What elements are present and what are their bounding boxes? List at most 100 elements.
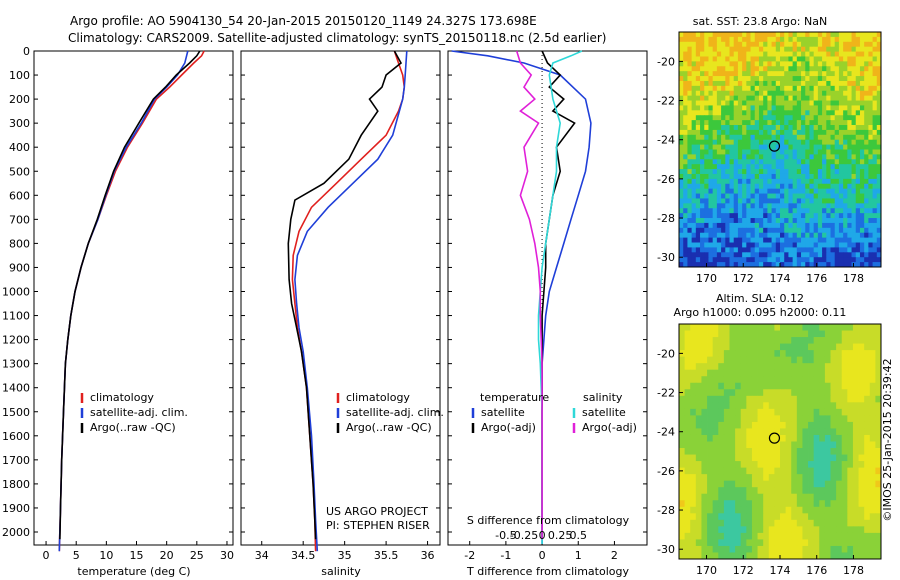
map-cell xyxy=(704,41,709,48)
map-cell xyxy=(796,218,802,224)
map-cell xyxy=(729,46,735,52)
map-cell xyxy=(826,154,831,160)
map-cell xyxy=(838,218,844,224)
map-cell xyxy=(817,232,823,239)
map-cell xyxy=(834,51,840,57)
map-cell xyxy=(683,208,688,214)
map-cell xyxy=(746,257,751,263)
map-cell xyxy=(684,474,691,482)
map-cell xyxy=(859,71,865,77)
map-cell xyxy=(771,203,777,209)
map-cell xyxy=(735,474,742,482)
map-cell xyxy=(830,41,836,48)
map-cell xyxy=(763,252,768,258)
map-cell xyxy=(847,154,852,160)
map-cell xyxy=(817,159,823,165)
map-cell xyxy=(858,480,865,488)
map-cell xyxy=(796,41,802,48)
map-cell xyxy=(805,61,810,67)
map-cell xyxy=(785,330,792,338)
map-cell xyxy=(838,203,844,209)
map-cell xyxy=(690,389,697,397)
map-cell xyxy=(834,95,840,101)
map-cell xyxy=(701,500,708,508)
map-cell xyxy=(683,61,688,67)
map-cell xyxy=(691,213,697,219)
map-cell xyxy=(775,237,781,243)
map-cell xyxy=(788,90,794,97)
map-cell xyxy=(788,159,794,165)
map-cell xyxy=(775,262,781,268)
map-cell xyxy=(733,242,739,248)
map-cell xyxy=(792,237,798,243)
map-cell xyxy=(700,169,705,175)
map-cells xyxy=(679,32,882,268)
map-cell xyxy=(718,448,725,455)
map-cell xyxy=(826,208,831,214)
map-cell xyxy=(767,232,772,239)
map-cell xyxy=(822,247,827,253)
map-cell xyxy=(796,237,802,243)
map-cell xyxy=(768,519,775,527)
map-cell xyxy=(687,203,693,209)
map-cell xyxy=(695,149,701,155)
map-cell xyxy=(780,193,785,199)
map-cell xyxy=(813,61,819,67)
y-tick-label: 0 xyxy=(23,45,30,58)
map-cell xyxy=(792,144,798,150)
map-cell xyxy=(763,159,768,165)
map-cell xyxy=(733,144,739,150)
map-cell xyxy=(852,526,859,534)
map-cell xyxy=(754,90,760,97)
map-cell xyxy=(841,376,848,384)
map-cell xyxy=(869,434,876,442)
map-cell xyxy=(819,350,826,358)
map-cell xyxy=(750,262,756,268)
map-cell xyxy=(805,90,810,97)
map-cell xyxy=(737,178,743,185)
map-cell xyxy=(805,242,810,248)
map-cell xyxy=(868,105,873,111)
map-cell xyxy=(746,85,751,92)
map-cell xyxy=(813,428,820,436)
map-cell xyxy=(746,441,753,449)
map-cell xyxy=(868,46,873,52)
map-cell xyxy=(868,159,873,165)
map-cell xyxy=(746,173,751,180)
map-cell xyxy=(801,213,806,219)
map-cell xyxy=(864,183,869,190)
map-cell xyxy=(679,343,686,351)
map-cell xyxy=(695,41,701,48)
map-cell xyxy=(859,66,865,72)
y-tick-label: 200 xyxy=(9,93,30,106)
map-cell xyxy=(695,159,701,165)
map-cell xyxy=(872,222,878,229)
map-cell xyxy=(824,493,831,501)
map-cell xyxy=(679,169,684,175)
map-cell xyxy=(808,428,815,436)
map-cell xyxy=(691,66,697,72)
map-cell xyxy=(819,506,826,514)
map-cell xyxy=(733,36,739,43)
map-cell xyxy=(721,257,726,263)
map-cell xyxy=(780,545,787,553)
map-cell xyxy=(859,237,865,243)
map-cell xyxy=(876,76,882,82)
map-cell xyxy=(683,105,688,111)
map-cell xyxy=(774,343,781,351)
map-cell xyxy=(824,474,831,482)
map-cell xyxy=(796,71,802,77)
map-cell xyxy=(733,139,739,146)
map-cell xyxy=(721,90,726,97)
map-cell xyxy=(742,66,747,72)
map-cell xyxy=(869,532,876,540)
map-cell xyxy=(757,369,764,377)
map-cell xyxy=(788,188,794,194)
map-cell xyxy=(737,164,743,170)
map-cell xyxy=(708,41,714,48)
map-cell xyxy=(723,441,730,449)
map-cell xyxy=(817,125,823,131)
map-cell xyxy=(875,356,882,364)
map-cell xyxy=(852,421,859,429)
map-cell xyxy=(801,41,806,48)
